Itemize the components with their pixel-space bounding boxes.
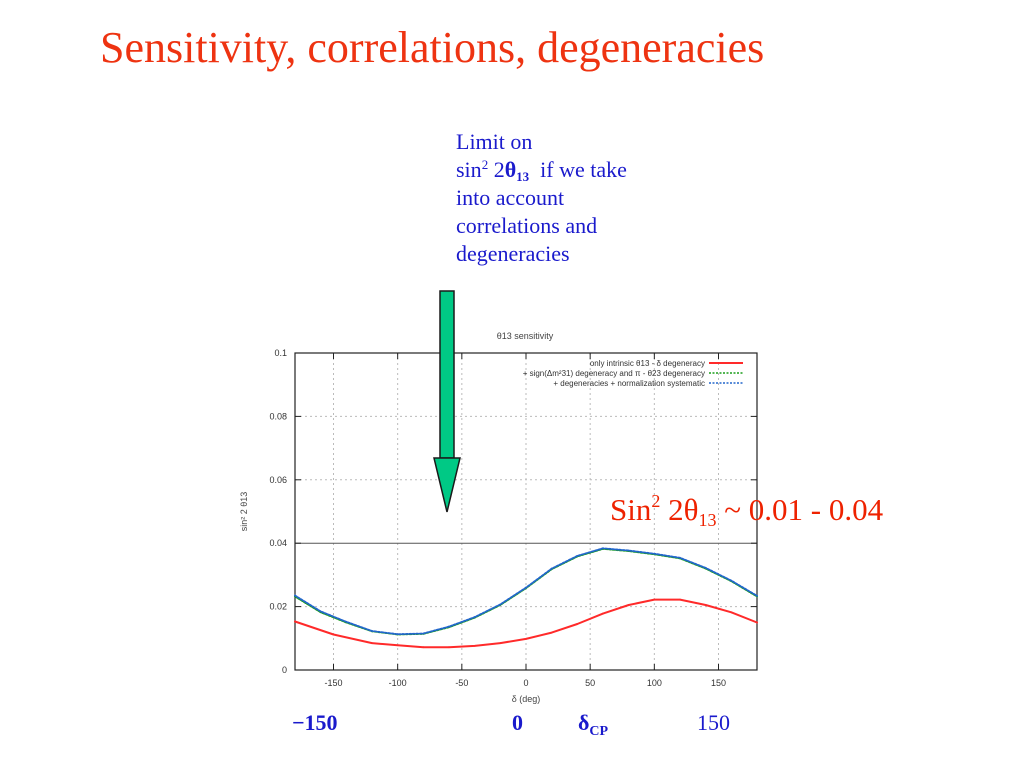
footer-delta-subscript: CP	[589, 724, 609, 739]
footer-delta-cp: δCP	[578, 710, 609, 739]
result-sin: Sin	[610, 492, 652, 527]
series-line-1	[294, 598, 758, 649]
series-3-point	[473, 616, 476, 618]
annotation-sin-exponent: 2	[481, 157, 489, 172]
series-1-point	[473, 645, 476, 647]
series-1-point	[550, 631, 553, 634]
x-tick-label: 100	[647, 678, 662, 688]
annotation-line-5: degeneracies	[456, 241, 570, 266]
annotation-theta: θ	[504, 157, 517, 182]
series-3-point	[627, 549, 630, 552]
series-3-point	[345, 620, 348, 623]
annotation-line-1: Limit on	[456, 129, 533, 154]
x-tick-label: -50	[455, 678, 468, 688]
series-3-point	[294, 594, 296, 597]
series-1-point	[396, 644, 399, 647]
sensitivity-range-label: Sin2 2θ13 ~ 0.01 - 0.04	[610, 491, 884, 530]
annotation-line-4: correlations and	[456, 213, 598, 238]
annotation-sin: sin	[456, 157, 482, 182]
annotation-if-we-take: if we take	[529, 157, 627, 182]
series-3-point	[319, 610, 322, 613]
series-1-point	[679, 598, 681, 601]
footer-minus-150: −150	[292, 710, 338, 735]
annotation-line-2: sin2 2θ13 if we take	[456, 156, 627, 184]
series-1-point	[576, 623, 579, 625]
annotation-line-3: into account	[456, 185, 565, 210]
legend-label-2: + sign(Δm²31) degeneracy and π - θ23 deg…	[523, 369, 705, 378]
x-tick-label: -100	[389, 678, 407, 688]
arrow-head	[433, 457, 461, 513]
arrow-shaft	[439, 290, 455, 459]
series-1-point	[294, 620, 296, 623]
y-tick-label: 0.06	[269, 475, 287, 485]
plot-area	[295, 353, 757, 670]
x-tick-label: 0	[523, 678, 528, 688]
series-3-point	[550, 567, 553, 570]
y-axis-label: sin² 2 θ13	[239, 492, 249, 532]
series-3-point	[602, 547, 604, 550]
series-3-point	[704, 567, 707, 569]
result-range: ~ 0.01 - 0.04	[716, 492, 884, 527]
series-1-point	[422, 646, 425, 649]
series-1-point	[704, 604, 707, 606]
series-1-point	[756, 621, 758, 624]
y-tick-label: 0.04	[269, 538, 287, 548]
x-tick-label: 50	[585, 678, 595, 688]
series-1-point	[448, 646, 450, 649]
annotation-two: 2	[488, 157, 505, 182]
series-3-point	[422, 632, 425, 635]
y-tick-label: 0.02	[269, 602, 287, 612]
series-1-point	[730, 611, 733, 614]
slide-title: Sensitivity, correlations, degeneracies	[100, 23, 765, 72]
series-3-point	[499, 603, 502, 606]
series-3-point	[756, 594, 758, 597]
series-1-point	[653, 598, 656, 601]
x-tick-label: 150	[711, 678, 726, 688]
series-3-point	[448, 625, 450, 628]
result-sin-exponent: 2	[651, 491, 661, 511]
series-3-point	[653, 552, 656, 555]
series-1-point	[602, 612, 604, 615]
series-3-point	[576, 554, 579, 557]
series-1-point	[371, 642, 373, 644]
series-1-point	[525, 638, 527, 640]
series-1-point	[332, 633, 335, 636]
footer-zero: 0	[512, 710, 523, 735]
series-3-point	[371, 630, 373, 632]
y-tick-label: 0	[282, 665, 287, 675]
legend-label-3: + degeneracies + normalization systemati…	[553, 379, 705, 388]
footer-delta: δ	[578, 710, 590, 735]
series-1-point	[499, 642, 502, 644]
series-3-point	[730, 579, 733, 582]
y-tick-label: 0.1	[274, 348, 287, 358]
x-tick-label: -150	[324, 678, 342, 688]
series-3-point	[396, 633, 399, 636]
series-1-point	[627, 604, 630, 606]
x-axis-label: δ (deg)	[512, 694, 541, 704]
footer-150: 150	[697, 710, 730, 735]
series-3-point	[525, 586, 527, 589]
annotation-theta-subscript: 13	[516, 169, 530, 184]
chart-title: θ13 sensitivity	[497, 331, 554, 341]
result-two-theta: 2θ	[660, 492, 699, 527]
result-theta-subscript: 13	[698, 510, 717, 530]
y-tick-label: 0.08	[269, 411, 287, 421]
annotation-text: Limit on sin2 2θ13 if we take into accou…	[456, 128, 627, 268]
legend-label-1: only intrinsic θ13 - δ degeneracy	[590, 359, 705, 368]
series-3-point	[679, 556, 681, 559]
down-arrow	[433, 290, 461, 513]
